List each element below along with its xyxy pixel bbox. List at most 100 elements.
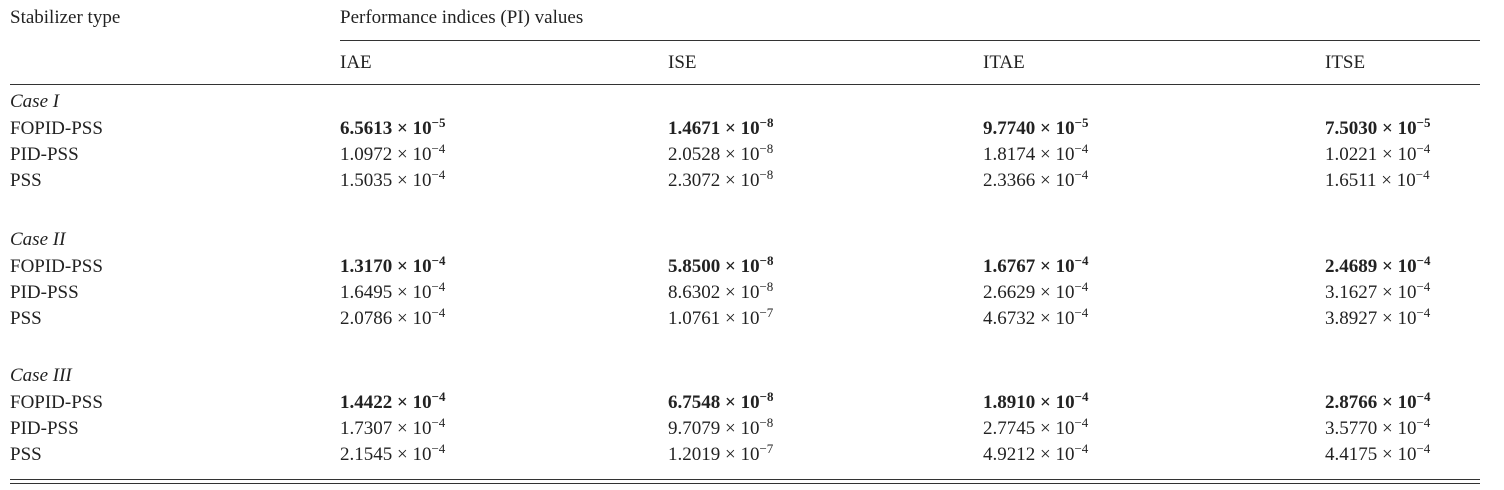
exponent: −4 <box>1074 441 1089 456</box>
pi-value: 2.1545 × 10−4 <box>340 442 445 466</box>
rule <box>340 40 1480 41</box>
stabilizer-type: PSS <box>10 444 42 465</box>
mantissa: 8.6302 × 10 <box>668 282 760 303</box>
column-header: ITSE <box>1325 52 1366 73</box>
mantissa: 4.4175 × 10 <box>1325 444 1417 465</box>
mantissa: 1.6511 × 10 <box>1325 170 1416 191</box>
stabilizer-type: FOPID-PSS <box>10 256 103 277</box>
exponent: −4 <box>431 141 446 156</box>
mantissa: 3.5770 × 10 <box>1325 418 1417 439</box>
pi-value: 2.4689 × 10−4 <box>1325 254 1431 278</box>
mantissa: 2.1545 × 10 <box>340 444 432 465</box>
exponent: −4 <box>431 167 446 182</box>
mantissa: 1.5035 × 10 <box>340 170 432 191</box>
pi-value: 1.7307 × 10−4 <box>340 416 445 440</box>
stabilizer-type: PID-PSS <box>10 418 79 439</box>
mantissa: 3.1627 × 10 <box>1325 282 1417 303</box>
mantissa: 1.0972 × 10 <box>340 144 432 165</box>
exponent: −4 <box>431 279 446 294</box>
exponent: −4 <box>431 305 446 320</box>
pi-value: 2.0528 × 10−8 <box>668 141 774 166</box>
mantissa: 1.7307 × 10 <box>340 418 432 439</box>
pi-value: 1.0221 × 10−4 <box>1325 142 1430 166</box>
exponent: −8 <box>759 415 774 430</box>
exponent: −4 <box>431 253 446 268</box>
rule <box>10 84 1480 85</box>
exponent: −4 <box>1074 253 1089 268</box>
pi-value: 7.5030 × 10−5 <box>1325 116 1431 140</box>
exponent: −4 <box>1416 305 1431 320</box>
mantissa: 2.3366 × 10 <box>983 170 1075 191</box>
mantissa: 1.0761 × 10 <box>668 308 760 329</box>
pi-value: 1.6767 × 10−4 <box>983 253 1089 278</box>
mantissa: 5.8500 × 10 <box>668 256 760 277</box>
rule <box>10 479 1480 480</box>
column-header: ITAE <box>983 52 1025 73</box>
pi-value: 1.3170 × 10−4 <box>340 253 446 278</box>
pi-value: 3.5770 × 10−4 <box>1325 416 1430 440</box>
mantissa: 1.3170 × 10 <box>340 256 432 277</box>
header-stabilizer: Stabilizer type <box>10 7 121 28</box>
exponent: −8 <box>759 253 774 268</box>
pi-value: 9.7740 × 10−5 <box>983 116 1089 140</box>
mantissa: 1.8910 × 10 <box>983 392 1075 413</box>
stabilizer-type: PSS <box>10 308 42 329</box>
exponent: −8 <box>759 389 774 404</box>
column-header: ISE <box>668 52 697 73</box>
exponent: −4 <box>1074 141 1089 156</box>
exponent: −4 <box>1415 167 1430 182</box>
exponent: −5 <box>431 115 446 130</box>
mantissa: 2.0528 × 10 <box>668 144 760 165</box>
mantissa: 1.6495 × 10 <box>340 282 432 303</box>
exponent: −4 <box>1074 389 1089 404</box>
exponent: −4 <box>1416 441 1431 456</box>
pi-value: 3.1627 × 10−4 <box>1325 279 1431 304</box>
exponent: −8 <box>759 141 774 156</box>
exponent: −4 <box>1074 305 1089 320</box>
stabilizer-type: FOPID-PSS <box>10 118 103 139</box>
pi-value: 1.4422 × 10−4 <box>340 389 446 414</box>
pi-value: 1.2019 × 10−7 <box>668 441 774 466</box>
mantissa: 2.0786 × 10 <box>340 308 432 329</box>
pi-value: 4.9212 × 10−4 <box>983 441 1089 466</box>
pi-value: 1.6511 × 10−4 <box>1325 167 1430 192</box>
pi-value: 1.8174 × 10−4 <box>983 141 1089 166</box>
pi-value: 1.6495 × 10−4 <box>340 279 446 304</box>
mantissa: 7.5030 × 10 <box>1325 118 1417 139</box>
pi-value: 6.7548 × 10−8 <box>668 389 774 414</box>
mantissa: 2.6629 × 10 <box>983 282 1075 303</box>
pi-value: 2.3366 × 10−4 <box>983 167 1089 192</box>
mantissa: 4.9212 × 10 <box>983 444 1075 465</box>
pi-value: 6.5613 × 10−5 <box>340 115 446 140</box>
stabilizer-type: FOPID-PSS <box>10 392 103 413</box>
stabilizer-type: PID-PSS <box>10 282 79 303</box>
exponent: −8 <box>759 279 774 294</box>
mantissa: 1.2019 × 10 <box>668 444 760 465</box>
pi-value: 2.3072 × 10−8 <box>668 168 773 192</box>
pi-value: 2.8766 × 10−4 <box>1325 390 1431 414</box>
exponent: −4 <box>1416 279 1431 294</box>
rule <box>10 483 1480 484</box>
exponent: −4 <box>1074 415 1089 430</box>
mantissa: 1.0221 × 10 <box>1325 144 1417 165</box>
exponent: −4 <box>431 389 446 404</box>
case-label: Case III <box>10 365 72 386</box>
exponent: −7 <box>759 441 774 456</box>
exponent: −4 <box>1074 167 1089 182</box>
exponent: −4 <box>1074 279 1089 294</box>
mantissa: 1.4422 × 10 <box>340 392 432 413</box>
mantissa: 9.7740 × 10 <box>983 118 1075 139</box>
case-label: Case II <box>10 229 66 250</box>
mantissa: 2.7745 × 10 <box>983 418 1075 439</box>
mantissa: 4.6732 × 10 <box>983 308 1075 329</box>
pi-value: 5.8500 × 10−8 <box>668 253 774 278</box>
case-label: Case I <box>10 91 60 112</box>
pi-value: 3.8927 × 10−4 <box>1325 305 1431 330</box>
exponent: −7 <box>759 305 774 320</box>
header-group: Performance indices (PI) values <box>340 7 584 28</box>
mantissa: 6.5613 × 10 <box>340 118 432 139</box>
mantissa: 1.6767 × 10 <box>983 256 1075 277</box>
stabilizer-type: PID-PSS <box>10 144 79 165</box>
mantissa: 9.7079 × 10 <box>668 418 760 439</box>
